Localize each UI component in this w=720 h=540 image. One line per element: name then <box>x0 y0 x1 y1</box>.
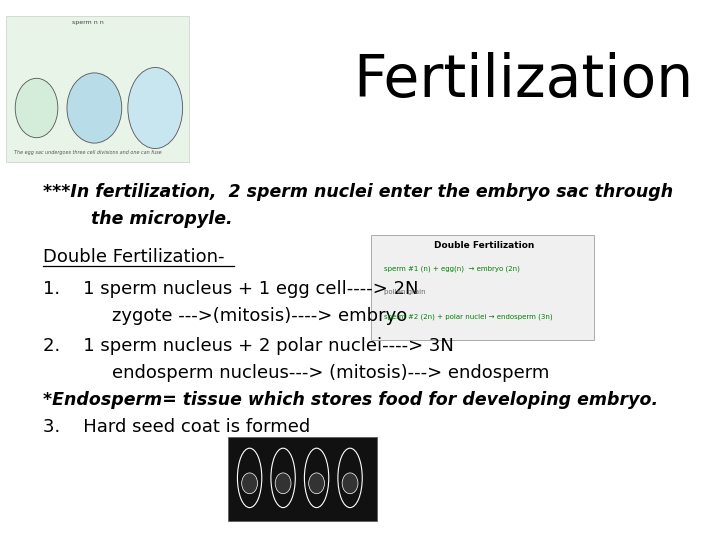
FancyBboxPatch shape <box>6 16 189 162</box>
Text: sperm n n: sperm n n <box>73 21 104 25</box>
Text: Double Fertilization-: Double Fertilization- <box>42 247 224 266</box>
FancyBboxPatch shape <box>228 437 377 521</box>
Text: 3.    Hard seed coat is formed: 3. Hard seed coat is formed <box>42 417 310 436</box>
Ellipse shape <box>271 448 295 508</box>
Ellipse shape <box>242 473 258 494</box>
Text: 2.    1 sperm nucleus + 2 polar nuclei----> 3N: 2. 1 sperm nucleus + 2 polar nuclei---->… <box>42 336 454 355</box>
Text: 1.    1 sperm nucleus + 1 egg cell----> 2N: 1. 1 sperm nucleus + 1 egg cell----> 2N <box>42 280 418 298</box>
Text: pollen grain: pollen grain <box>384 289 426 295</box>
Text: endosperm nucleus---> (mitosis)---> endosperm: endosperm nucleus---> (mitosis)---> endo… <box>42 363 549 382</box>
Ellipse shape <box>309 473 325 494</box>
Ellipse shape <box>305 448 329 508</box>
Text: Fertilization: Fertilization <box>353 52 693 110</box>
FancyBboxPatch shape <box>372 235 593 340</box>
Ellipse shape <box>342 473 358 494</box>
Text: *Endosperm= tissue which stores food for developing embryo.: *Endosperm= tissue which stores food for… <box>42 390 658 409</box>
Ellipse shape <box>238 448 262 508</box>
Text: ***In fertilization,  2 sperm nuclei enter the embryo sac through: ***In fertilization, 2 sperm nuclei ente… <box>42 183 672 201</box>
Ellipse shape <box>67 73 122 143</box>
Ellipse shape <box>15 78 58 138</box>
Ellipse shape <box>338 448 362 508</box>
Text: zygote --->(mitosis)----> embryo: zygote --->(mitosis)----> embryo <box>42 307 407 325</box>
Text: the micropyle.: the micropyle. <box>42 210 233 228</box>
Ellipse shape <box>275 473 291 494</box>
Text: sperm #1 (n) + egg(n)  → embryo (2n): sperm #1 (n) + egg(n) → embryo (2n) <box>384 265 519 272</box>
Text: The egg sac undergoes three cell divisions and one can fuse: The egg sac undergoes three cell divisio… <box>14 150 162 155</box>
Ellipse shape <box>128 68 183 148</box>
Text: sperm #2 (2n) + polar nuclei → endosperm (3n): sperm #2 (2n) + polar nuclei → endosperm… <box>384 314 552 320</box>
Text: Double Fertilization: Double Fertilization <box>434 241 534 251</box>
